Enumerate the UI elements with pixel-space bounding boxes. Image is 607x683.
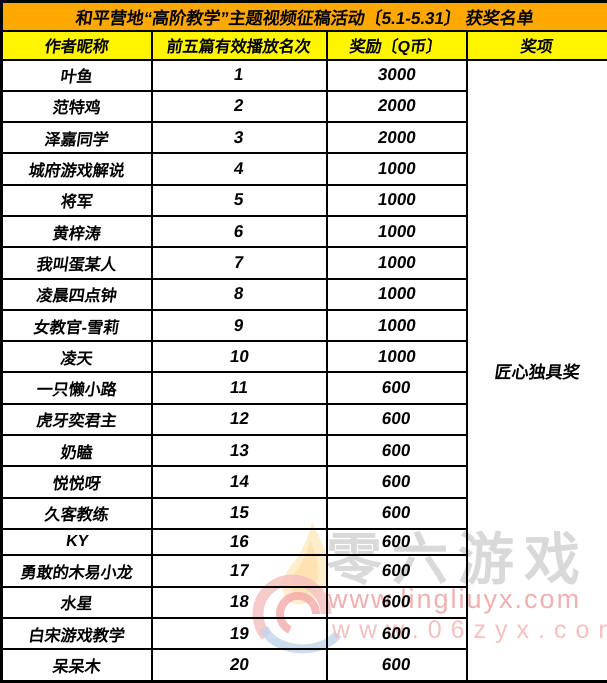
author-name: 一只懒小路 xyxy=(0,371,153,405)
reward-value: 600 xyxy=(325,496,468,530)
table-row: 凌天 10 1000 xyxy=(0,340,607,374)
author-name: 凌天 xyxy=(0,340,153,374)
title-row: 和平营地“高阶教学”主题视频征稿活动〔5.1-5.31〕 获奖名单 xyxy=(0,0,607,32)
rank-value: 5 xyxy=(150,183,328,217)
column-header-author: 作者昵称 xyxy=(0,29,153,61)
author-name: 凌晨四点钟 xyxy=(0,277,153,311)
table-row: 虎牙奕君主 12 600 xyxy=(0,402,607,437)
rank-value: 20 xyxy=(150,648,328,683)
table-row: 范特鸡 2 2000 xyxy=(0,89,607,124)
reward-value: 3000 xyxy=(325,58,468,92)
author-name: 黄梓涛 xyxy=(0,214,153,249)
rank-value: 9 xyxy=(150,308,328,343)
table-row: 水星 18 600 xyxy=(0,585,607,620)
reward-value: 600 xyxy=(325,585,468,620)
reward-value: 600 xyxy=(325,371,468,405)
rank-value: 4 xyxy=(150,152,328,186)
table-row: 黄梓涛 6 1000 xyxy=(0,214,607,249)
table-row: 叶鱼 1 3000 匠心独具奖 xyxy=(0,58,607,683)
rank-value: 10 xyxy=(150,340,328,374)
column-header-rank: 前五篇有效播放名次 xyxy=(150,29,328,61)
author-name: 勇敢的木易小龙 xyxy=(0,554,153,588)
rank-value: 18 xyxy=(150,585,328,620)
reward-value: 1000 xyxy=(325,246,468,280)
author-name: 呆呆木 xyxy=(0,648,153,683)
author-name: 虎牙奕君主 xyxy=(0,402,153,437)
page-title: 和平营地“高阶教学”主题视频征稿活动〔5.1-5.31〕 获奖名单 xyxy=(0,0,607,32)
rank-value: 19 xyxy=(150,617,328,651)
author-name: 水星 xyxy=(0,585,153,620)
reward-value: 1000 xyxy=(325,183,468,217)
table-row: 悦悦呀 14 600 xyxy=(0,465,607,499)
rank-value: 7 xyxy=(150,246,328,280)
rank-value: 11 xyxy=(150,371,328,405)
reward-value: 600 xyxy=(325,527,468,557)
rank-value: 17 xyxy=(150,554,328,588)
table-row: 一只懒小路 11 600 xyxy=(0,371,607,405)
author-name: 城府游戏解说 xyxy=(0,152,153,186)
header-row: 作者昵称 前五篇有效播放名次 奖励〔Q币〕 奖项 xyxy=(0,29,607,61)
column-header-reward: 奖励〔Q币〕 xyxy=(325,29,468,61)
rank-value: 2 xyxy=(150,89,328,124)
author-name: KY xyxy=(0,527,153,557)
reward-value: 1000 xyxy=(325,214,468,249)
rank-value: 1 xyxy=(150,58,328,92)
table-row: 我叫蛋某人 7 1000 xyxy=(0,246,607,280)
rank-value: 16 xyxy=(150,527,328,557)
author-name: 悦悦呀 xyxy=(0,465,153,499)
rank-value: 3 xyxy=(150,121,328,155)
reward-value: 1000 xyxy=(325,308,468,343)
author-name: 叶鱼 xyxy=(0,58,153,92)
reward-value: 2000 xyxy=(325,121,468,155)
table-row: 城府游戏解说 4 1000 xyxy=(0,152,607,186)
reward-value: 600 xyxy=(325,465,468,499)
rank-value: 14 xyxy=(150,465,328,499)
reward-value: 1000 xyxy=(325,277,468,311)
reward-value: 600 xyxy=(325,648,468,683)
reward-value: 600 xyxy=(325,402,468,437)
reward-value: 2000 xyxy=(325,89,468,124)
reward-value: 600 xyxy=(325,434,468,468)
reward-value: 1000 xyxy=(325,152,468,186)
rank-value: 8 xyxy=(150,277,328,311)
reward-value: 600 xyxy=(325,617,468,651)
author-name: 我叫蛋某人 xyxy=(0,246,153,280)
author-name: 奶瞌 xyxy=(0,434,153,468)
rank-value: 13 xyxy=(150,434,328,468)
table-row: 女教官-雪莉 9 1000 xyxy=(0,308,607,343)
reward-value: 1000 xyxy=(325,340,468,374)
rank-value: 6 xyxy=(150,214,328,249)
rank-value: 15 xyxy=(150,496,328,530)
author-name: 久客教练 xyxy=(0,496,153,530)
table-row: 泽嘉同学 3 2000 xyxy=(0,121,607,155)
reward-value: 600 xyxy=(325,554,468,588)
author-name: 范特鸡 xyxy=(0,89,153,124)
author-name: 白宋游戏教学 xyxy=(0,617,153,651)
table-row: 凌晨四点钟 8 1000 xyxy=(0,277,607,311)
author-name: 将军 xyxy=(0,183,153,217)
rank-value: 12 xyxy=(150,402,328,437)
award-name-cell: 匠心独具奖 xyxy=(465,58,607,683)
author-name: 女教官-雪莉 xyxy=(0,308,153,343)
table-row: 奶瞌 13 600 xyxy=(0,434,607,468)
table-row: 久客教练 15 600 xyxy=(0,496,607,530)
table-row: 将军 5 1000 xyxy=(0,183,607,217)
author-name: 泽嘉同学 xyxy=(0,121,153,155)
column-header-award: 奖项 xyxy=(465,29,607,61)
table-row: 呆呆木 20 600 xyxy=(0,648,607,683)
